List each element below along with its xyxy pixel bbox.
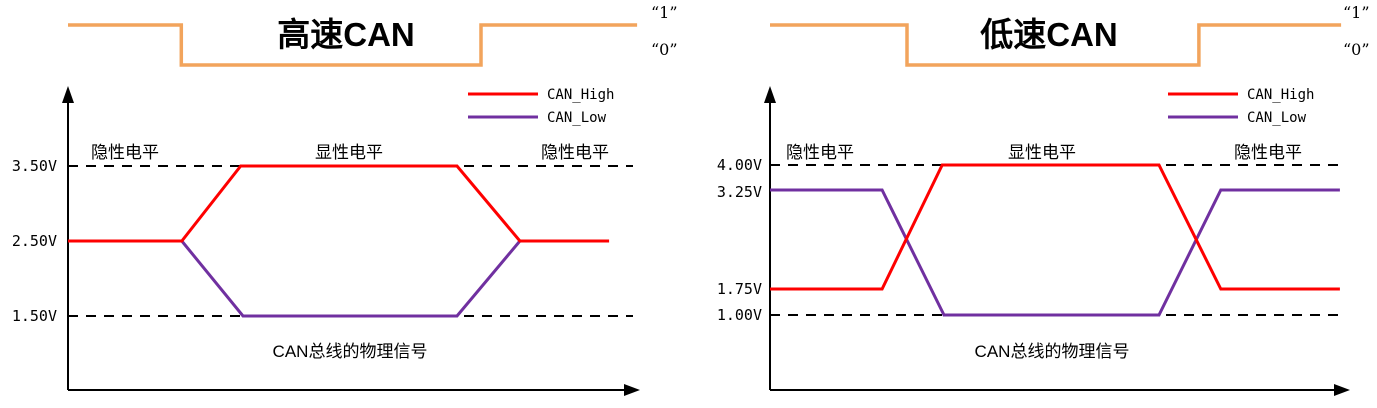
voltage-label-1v0: 1.00V xyxy=(717,306,762,324)
voltage-label-1v75: 1.75V xyxy=(717,280,762,298)
legend-can-high-label: CAN_High xyxy=(547,87,614,103)
panel-title: 低速CAN xyxy=(980,16,1118,53)
voltage-label-2v5: 2.50V xyxy=(12,232,57,250)
voltage-label-3v25: 3.25V xyxy=(717,183,762,201)
dominant-level-label: 显性电平 xyxy=(1008,143,1076,162)
y-axis-arrow-icon xyxy=(764,86,776,103)
panel-high-speed-can: 高速CAN “1” “0” CAN_High CAN_Low 3.50V 2.5… xyxy=(12,3,678,396)
legend: CAN_High CAN_Low xyxy=(468,87,614,126)
x-axis-arrow-icon xyxy=(1334,384,1350,396)
voltage-label-1v5: 1.50V xyxy=(12,307,57,325)
can-low-line xyxy=(770,188,1340,317)
can-high-line xyxy=(770,163,1340,291)
bit-one-label: “1” xyxy=(1343,3,1370,22)
panel-title: 高速CAN xyxy=(277,16,415,53)
physical-signal-label: CAN总线的物理信号 xyxy=(975,342,1130,361)
x-axis-arrow-icon xyxy=(624,384,640,396)
digital-bit-waveform xyxy=(68,23,638,67)
physical-signal-label: CAN总线的物理信号 xyxy=(273,342,428,361)
recessive-level-label-right: 隐性电平 xyxy=(1234,143,1302,162)
digital-bit-waveform xyxy=(770,23,1342,67)
legend-can-low-label: CAN_Low xyxy=(1247,110,1307,126)
dominant-level-label: 显性电平 xyxy=(315,143,383,162)
can-high-line xyxy=(68,164,610,243)
legend-can-low-label: CAN_Low xyxy=(547,110,607,126)
recessive-level-label-left: 隐性电平 xyxy=(786,143,854,162)
bit-one-label: “1” xyxy=(651,3,678,22)
legend-can-high-label: CAN_High xyxy=(1247,87,1314,103)
bit-zero-label: “0” xyxy=(1343,40,1370,59)
recessive-level-label-left: 隐性电平 xyxy=(91,143,159,162)
legend: CAN_High CAN_Low xyxy=(1168,87,1314,126)
recessive-level-label-right: 隐性电平 xyxy=(541,143,609,162)
voltage-label-4v0: 4.00V xyxy=(717,156,762,174)
y-axis-arrow-icon xyxy=(62,86,74,103)
bit-zero-label: “0” xyxy=(651,40,678,59)
voltage-label-3v5: 3.50V xyxy=(12,157,57,175)
panel-low-speed-can: 低速CAN “1” “0” CAN_High CAN_Low 4.00V 3.2… xyxy=(717,3,1370,396)
can-low-line xyxy=(180,240,522,318)
